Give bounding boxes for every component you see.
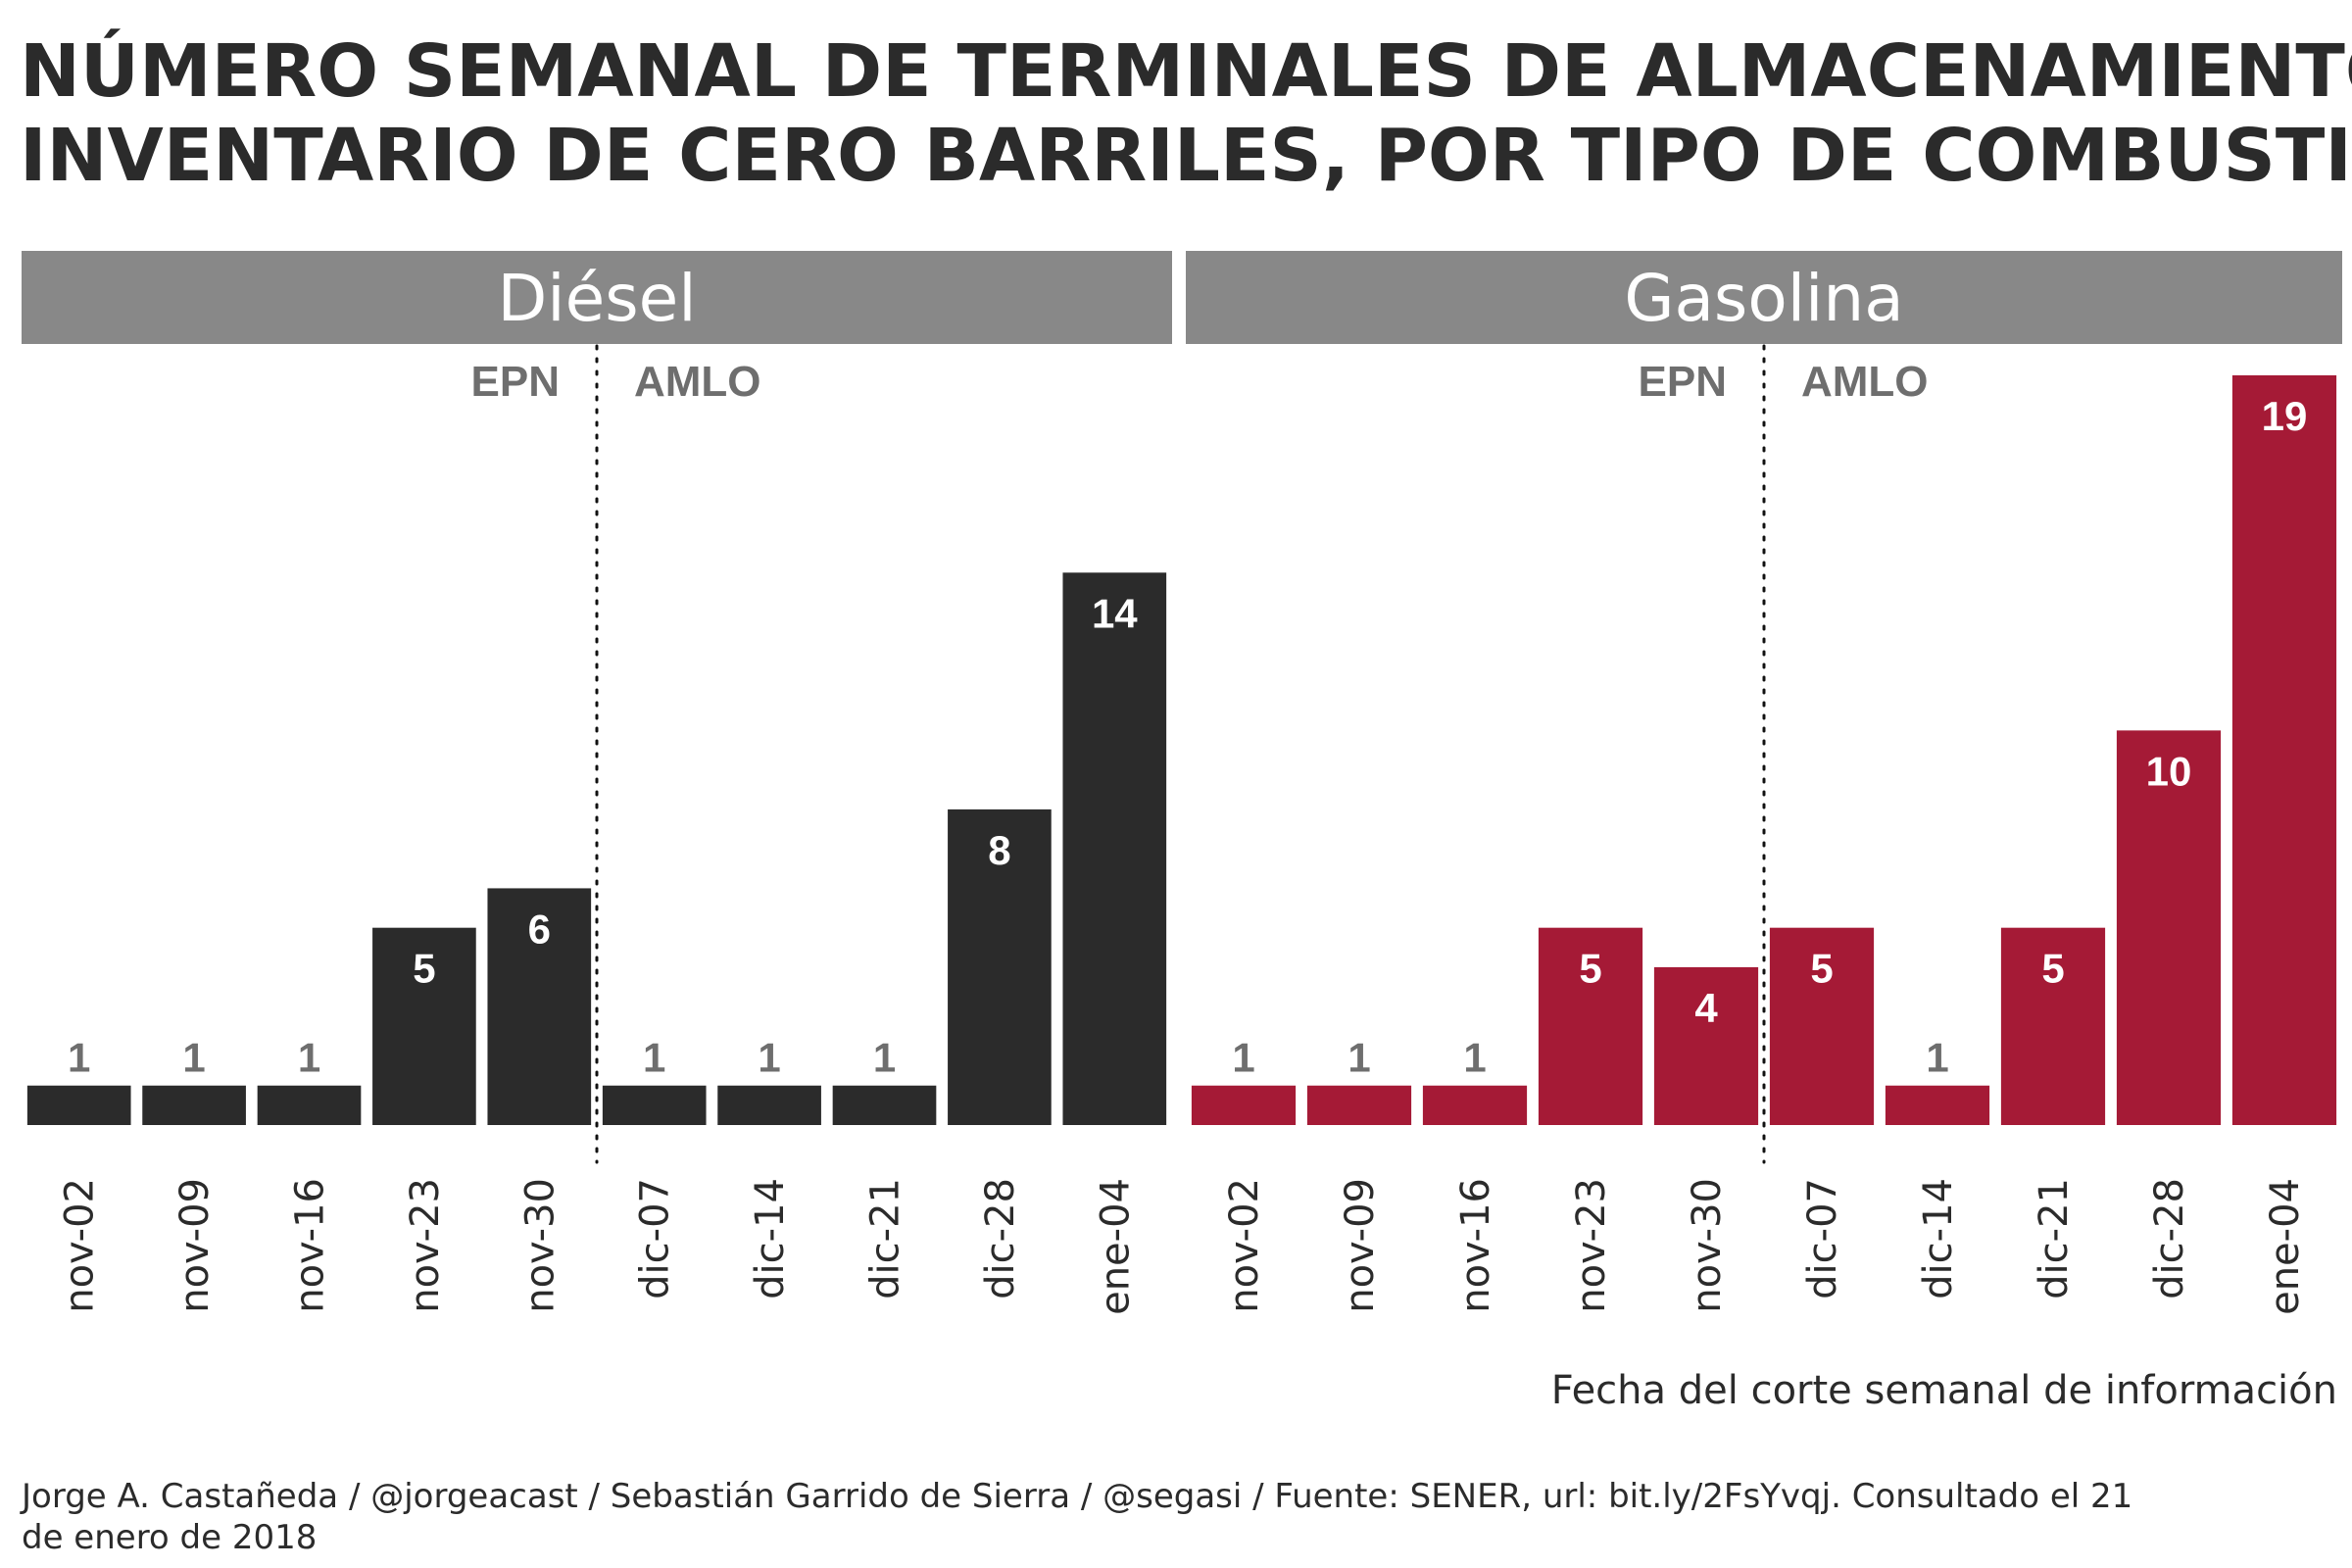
bar — [602, 1085, 707, 1125]
x-tick-label: ene-04 — [2263, 1178, 2308, 1315]
bar — [2000, 927, 2106, 1125]
x-tick-label: dic-28 — [2147, 1178, 2192, 1299]
bar — [1191, 1085, 1297, 1125]
bar — [142, 1085, 246, 1125]
data-label: 1 — [182, 1035, 205, 1081]
data-label: 1 — [873, 1035, 896, 1081]
data-label: 1 — [643, 1035, 665, 1081]
data-label: 6 — [528, 906, 551, 952]
x-tick-label: nov-02 — [1222, 1178, 1267, 1313]
x-tick-label: nov-09 — [172, 1178, 218, 1313]
bar — [2231, 375, 2337, 1125]
data-label: 5 — [1810, 946, 1833, 992]
facet-strip-label: Diésel — [497, 261, 696, 336]
x-axis-label: Fecha del corte semanal de información — [1551, 1368, 2337, 1413]
data-label: 1 — [1463, 1035, 1486, 1081]
x-tick-label: dic-07 — [633, 1178, 678, 1299]
period-label-amlo: AMLO — [634, 358, 761, 406]
caption-line-2: de enero de 2018 — [22, 1518, 317, 1557]
bar — [1422, 1085, 1528, 1125]
bar — [832, 1085, 937, 1125]
data-label: 1 — [298, 1035, 320, 1081]
x-tick-label: nov-16 — [1453, 1178, 1498, 1313]
data-label: 14 — [1092, 590, 1138, 636]
period-label-epn: EPN — [1639, 358, 1727, 406]
x-tick-label: dic-21 — [863, 1178, 908, 1299]
data-label: 5 — [1579, 946, 1601, 992]
x-tick-label: nov-30 — [1685, 1178, 1730, 1313]
bar — [1538, 927, 1643, 1125]
caption-line-1: Jorge A. Castañeda / @jorgeacast / Sebas… — [20, 1477, 2132, 1516]
bar — [948, 808, 1052, 1125]
data-label: 8 — [988, 827, 1010, 873]
x-tick-label: nov-23 — [403, 1178, 448, 1313]
bar — [26, 1085, 131, 1125]
data-label: 19 — [2262, 393, 2308, 439]
facet-strip-0 — [22, 251, 1172, 344]
x-tick-label: dic-14 — [748, 1178, 793, 1299]
bar — [2116, 730, 2222, 1125]
x-tick-label: nov-23 — [1569, 1178, 1614, 1313]
data-label: 5 — [413, 946, 435, 992]
x-tick-label: dic-28 — [978, 1178, 1023, 1299]
x-tick-label: nov-16 — [288, 1178, 333, 1313]
chart-title-line-2: INVENTARIO DE CERO BARRILES, POR TIPO DE… — [20, 114, 2352, 198]
bar — [487, 888, 592, 1125]
x-tick-label: ene-04 — [1093, 1178, 1138, 1315]
x-tick-label: dic-14 — [1916, 1178, 1961, 1299]
data-label: 1 — [1348, 1035, 1370, 1081]
bar — [1885, 1085, 1990, 1125]
x-tick-label: nov-09 — [1338, 1178, 1383, 1313]
facet-strip-label: Gasolina — [1624, 261, 1903, 336]
bar — [1653, 966, 1759, 1125]
bar — [1306, 1085, 1412, 1125]
x-tick-label: dic-21 — [2032, 1178, 2077, 1299]
bar — [1769, 927, 1875, 1125]
x-tick-label: nov-02 — [58, 1178, 103, 1313]
bar — [257, 1085, 362, 1125]
data-label: 1 — [758, 1035, 780, 1081]
data-label: 1 — [68, 1035, 90, 1081]
bar — [717, 1085, 821, 1125]
data-label: 5 — [2041, 946, 2064, 992]
facet-strip-1 — [1186, 251, 2342, 344]
data-label: 1 — [1232, 1035, 1254, 1081]
data-label: 1 — [1926, 1035, 1948, 1081]
x-tick-label: nov-30 — [517, 1178, 563, 1313]
period-label-epn: EPN — [471, 358, 560, 406]
x-tick-label: dic-07 — [1800, 1178, 1845, 1299]
data-label: 4 — [1694, 985, 1718, 1031]
bar — [1062, 572, 1167, 1125]
period-label-amlo: AMLO — [1801, 358, 1929, 406]
data-label: 10 — [2146, 748, 2192, 794]
facet-panels: Diésel EPN AMLO 1 nov-02 1 nov-09 1 nov-16 5 nov-2… — [22, 251, 2342, 1315]
chart-title-line-1: NÚMERO SEMANAL DE TERMINALES DE ALMACENA… — [20, 27, 2352, 114]
bar — [372, 927, 476, 1125]
